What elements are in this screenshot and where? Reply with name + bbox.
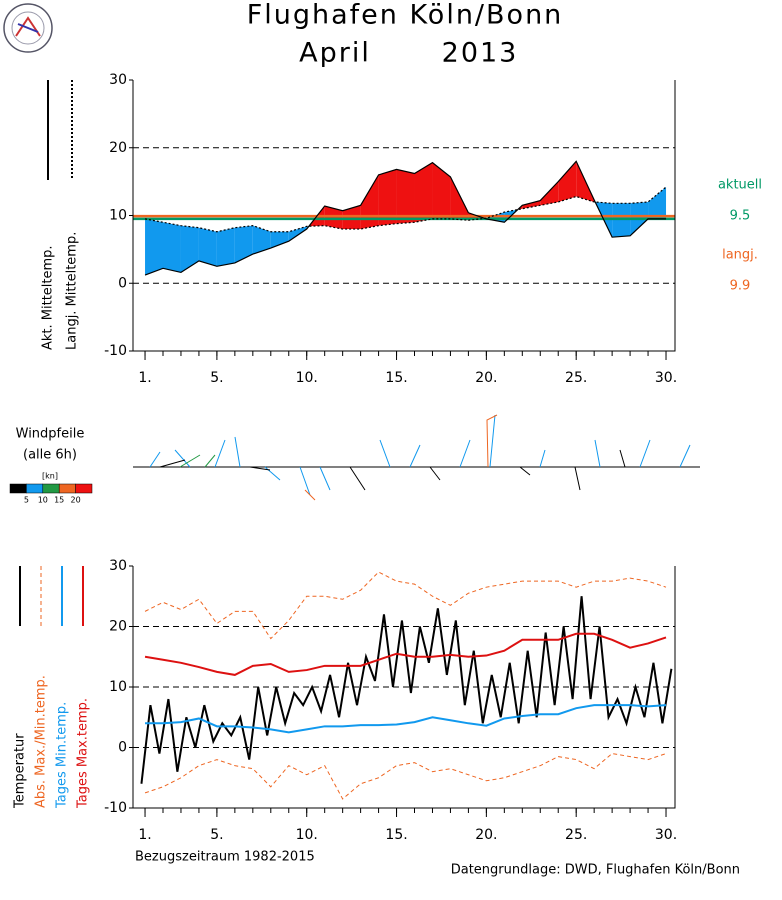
x-tick-label: 20.	[475, 370, 497, 386]
legend-label: Akt. Mitteltemp.	[41, 245, 56, 350]
area-fill	[198, 227, 217, 267]
legend-label: Tages Max.temp.	[76, 698, 91, 809]
y-tick-label: 10	[109, 679, 127, 695]
legend-label: Abs. Max./Min.temp.	[34, 675, 49, 808]
series-line	[144, 571, 667, 640]
x-tick-label: 15.	[385, 827, 407, 843]
area-fill	[145, 218, 164, 276]
wind-scale-color	[42, 483, 60, 494]
x-tick-label: 25.	[565, 370, 587, 386]
area-fill	[612, 203, 631, 238]
area-fill	[540, 181, 559, 206]
legend-label: Temperatur	[13, 733, 28, 809]
x-tick-label: 30.	[655, 827, 677, 843]
area-fill	[396, 169, 415, 224]
area-fill	[270, 231, 289, 249]
series-line	[144, 753, 667, 800]
mean-value: 9.9	[730, 279, 751, 294]
wind-unit: [kn]	[42, 472, 58, 481]
series-line	[140, 596, 673, 784]
area-fill	[414, 162, 433, 223]
series-line	[145, 704, 667, 734]
y-tick-label: 10	[109, 208, 127, 224]
logo	[3, 3, 53, 53]
area-fill	[450, 176, 469, 221]
series-line	[144, 160, 667, 276]
area-fill	[234, 225, 253, 263]
series-line	[144, 632, 667, 676]
area-fill	[252, 225, 271, 255]
area-fill	[432, 162, 451, 219]
area-fill	[324, 206, 343, 230]
legend-label: Langj. Mitteltemp.	[65, 232, 80, 350]
series-line	[144, 186, 667, 233]
wind-scale-color	[75, 483, 93, 494]
mean-value: 9.5	[730, 209, 751, 224]
area-fill	[163, 222, 181, 273]
wind-subtitle: (alle 6h)	[23, 448, 77, 463]
wind-scale-color	[26, 483, 44, 494]
area-fill	[378, 169, 397, 226]
x-tick-label: 5.	[210, 370, 223, 386]
legend-label: Tages Min.temp.	[55, 702, 70, 809]
x-tick-label: 1.	[138, 370, 151, 386]
area-fill	[360, 174, 379, 230]
x-tick-label: 5.	[210, 827, 223, 843]
y-tick-label: 30	[109, 558, 127, 574]
area-fill	[180, 225, 199, 273]
y-tick-label: -10	[104, 800, 127, 816]
wind-scale-label: 15	[54, 496, 64, 505]
y-tick-label: 0	[118, 740, 127, 756]
year: 2013	[442, 38, 519, 69]
x-tick-label: 1.	[138, 827, 151, 843]
y-tick-label: -10	[104, 343, 127, 359]
frame	[132, 566, 676, 809]
area-fill	[648, 187, 667, 219]
area-fill	[216, 227, 235, 267]
mean-label: langj.	[722, 248, 758, 263]
wind-title: Windpfeile	[16, 427, 85, 442]
wind-scale-label: 5	[24, 496, 29, 505]
wind-scale-label: 10	[38, 496, 48, 505]
y-tick-label: 20	[109, 140, 127, 156]
x-tick-label: 10.	[296, 370, 318, 386]
wind-scale-color	[58, 483, 76, 494]
x-tick-label: 15.	[385, 370, 407, 386]
title: Flughafen Köln/Bonn	[247, 0, 564, 31]
x-tick-label: 25.	[565, 827, 587, 843]
area-fill	[558, 161, 577, 202]
area-fill	[522, 200, 541, 209]
month: April	[299, 38, 371, 69]
mean-label: aktuell	[718, 178, 762, 193]
x-tick-label: 10.	[296, 827, 318, 843]
y-tick-label: 30	[109, 72, 127, 88]
frame	[132, 80, 676, 352]
y-tick-label: 20	[109, 619, 127, 635]
x-tick-label: 20.	[475, 827, 497, 843]
wind-scale-color	[9, 483, 27, 494]
source: Datengrundlage: DWD, Flughafen Köln/Bonn	[451, 863, 740, 878]
period: Bezugszeitraum 1982-2015	[135, 850, 315, 865]
y-tick-label: 0	[118, 275, 127, 291]
wind-arrows	[133, 414, 700, 501]
wind-scale-label: 20	[71, 496, 81, 505]
x-tick-label: 30.	[655, 370, 677, 386]
